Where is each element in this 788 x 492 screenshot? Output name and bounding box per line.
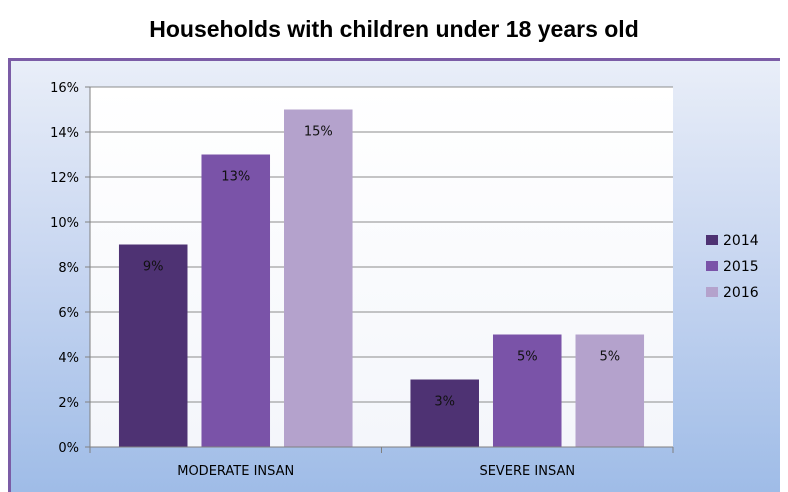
y-tick-label: 6% <box>58 306 79 321</box>
legend-swatch <box>706 235 718 245</box>
legend-swatch <box>706 287 718 297</box>
chart-title: Households with children under 18 years … <box>149 16 639 42</box>
legend-swatch <box>706 261 718 271</box>
legend: 2014 2015 2016 <box>706 233 759 301</box>
y-tick-label: 14% <box>50 126 79 141</box>
bar <box>575 334 645 447</box>
x-tick-label: MODERATE INSAN <box>177 464 294 479</box>
bar <box>118 244 188 447</box>
bar <box>492 334 562 447</box>
y-tick-label: 10% <box>50 216 79 231</box>
data-label: 5% <box>517 350 538 365</box>
legend-label: 2016 <box>723 285 759 301</box>
y-tick-label: 2% <box>58 396 79 411</box>
data-label: 3% <box>434 395 455 410</box>
y-tick-label: 16% <box>50 81 79 96</box>
bar <box>201 154 271 447</box>
y-tick-label: 0% <box>58 441 79 456</box>
axes: 0% 2% 4% 6% 8% 10% 12% 14% 16% MODERATE INSAN SEVE… <box>50 81 674 479</box>
data-label: 15% <box>304 125 333 140</box>
y-tick-label: 12% <box>50 171 79 186</box>
bars: 9% 13% 15% 3% 5% 5% <box>118 109 645 447</box>
y-tick-label: 8% <box>58 261 79 276</box>
data-label: 5% <box>599 350 620 365</box>
y-tick-label: 4% <box>58 351 79 366</box>
data-label: 9% <box>143 260 164 275</box>
legend-label: 2015 <box>723 259 759 275</box>
data-label: 13% <box>221 170 250 185</box>
bar <box>410 379 479 447</box>
x-tick-label: SEVERE INSAN <box>479 464 575 479</box>
legend-label: 2014 <box>723 233 759 249</box>
bar <box>284 109 353 447</box>
